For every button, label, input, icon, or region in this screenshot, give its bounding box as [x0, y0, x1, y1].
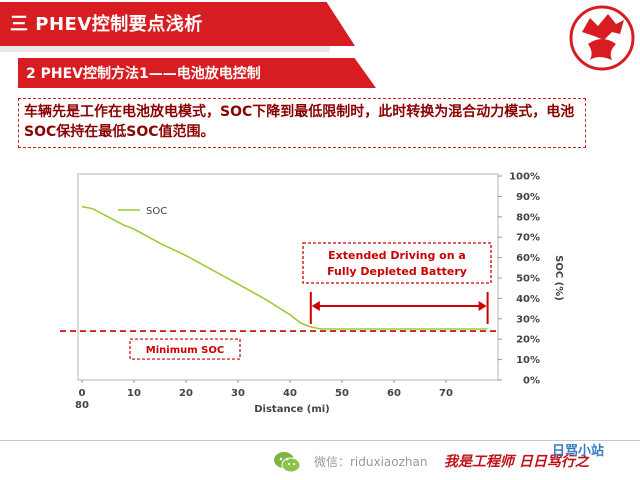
- y-tick-label: 40%: [516, 294, 540, 305]
- header-shadow: [0, 46, 330, 52]
- footer-badge: 日骂小站: [552, 444, 605, 459]
- description-box: [18, 98, 586, 148]
- y-tick-label: 20%: [516, 335, 540, 346]
- wechat-label: 微信：riduxiaozhan: [314, 455, 428, 469]
- brand-logo-icon: [569, 5, 635, 71]
- x-tick-label: 80: [75, 400, 89, 411]
- x-tick-label: 60: [387, 388, 401, 399]
- x-tick-label: 20: [179, 388, 193, 399]
- x-tick-label: 30: [231, 388, 245, 399]
- y-tick-label: 90%: [516, 192, 540, 203]
- y-tick-label: 0%: [523, 376, 540, 387]
- y-tick-label: 10%: [516, 355, 540, 366]
- description-text: 车辆先是工作在电池放电模式，SOC下降到最低限制时，此时转换为混合动力模式，电池…: [24, 104, 575, 140]
- x-tick-label: 70: [439, 388, 453, 399]
- section-header-bar: [0, 2, 355, 46]
- legend-label: SOC: [146, 206, 167, 217]
- x-tick-label: 40: [283, 388, 297, 399]
- extended-driving-label: Extended Driving on a: [328, 249, 466, 262]
- wechat-icon: [274, 452, 301, 473]
- x-tick-label: 0: [79, 388, 86, 399]
- x-axis-label: Distance (mi): [254, 404, 330, 415]
- y-tick-label: 100%: [509, 172, 540, 183]
- x-tick-label: 50: [335, 388, 349, 399]
- extended-driving-box: [302, 242, 492, 284]
- extended-driving-label: Fully Depleted Battery: [327, 265, 467, 278]
- minimum-soc-box: [129, 338, 241, 360]
- section-title: 三 PHEV控制要点浅析: [10, 14, 203, 35]
- y-tick-label: 80%: [516, 212, 540, 223]
- soc-series-line: [81, 205, 488, 330]
- y-tick-label: 60%: [516, 253, 540, 264]
- y-tick-label: 50%: [516, 274, 540, 285]
- minimum-soc-label: Minimum SOC: [146, 345, 224, 356]
- subsection-title: 2 PHEV控制方法1——电池放电控制: [26, 66, 261, 82]
- y-tick-label: 70%: [516, 233, 540, 244]
- y-tick-label: 30%: [516, 314, 540, 325]
- arrowhead-left: [311, 301, 320, 311]
- y-axis-label: SOC (%): [553, 255, 564, 301]
- footer-slogan: 我是工程师 日日骂行之: [444, 454, 589, 470]
- soc-chart: 0 10 20 30 40 50 60 70 80 0% 10% 20% 30% 40% 50% 60% 70%…: [60, 172, 564, 415]
- subsection-header-bar: [18, 58, 376, 88]
- x-tick-label: 10: [127, 388, 141, 399]
- footer-divider: [0, 440, 640, 441]
- arrowhead-right: [478, 301, 487, 311]
